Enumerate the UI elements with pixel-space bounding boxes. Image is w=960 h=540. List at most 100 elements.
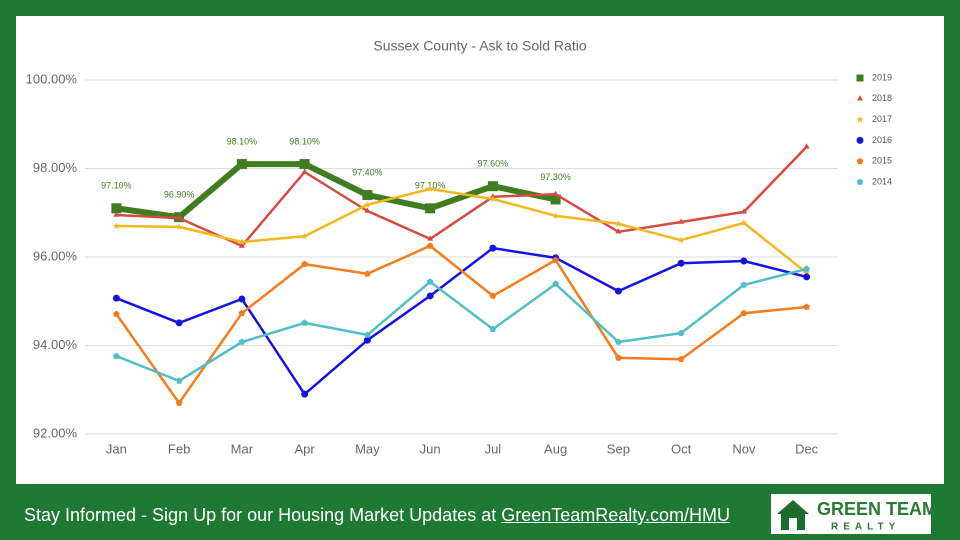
point-marker xyxy=(175,223,183,230)
point-marker xyxy=(615,220,622,227)
point-marker xyxy=(238,338,246,345)
logo-door xyxy=(789,518,797,530)
point-marker xyxy=(363,336,371,344)
point-marker xyxy=(364,270,371,277)
series-line xyxy=(116,145,808,248)
point-marker xyxy=(175,377,183,384)
point-marker xyxy=(803,303,810,310)
point-marker xyxy=(426,278,434,285)
x-tick-label: May xyxy=(355,441,380,456)
point-marker xyxy=(299,159,310,170)
chart: Sussex County - Ask to Sold Ratio 92.00%… xyxy=(26,38,892,457)
point-marker xyxy=(175,319,183,327)
point-marker xyxy=(176,214,183,220)
point-marker xyxy=(803,273,811,281)
point-marker xyxy=(740,219,748,226)
point-marker xyxy=(552,190,559,196)
point-marker xyxy=(552,212,559,219)
x-tick-label: Feb xyxy=(168,441,190,456)
logo: GREEN TEAM REALTY xyxy=(771,494,937,534)
point-marker xyxy=(238,242,245,248)
legend-marker xyxy=(856,157,864,164)
point-marker xyxy=(426,292,434,300)
point-marker xyxy=(236,159,247,170)
point-marker xyxy=(112,294,120,302)
point-marker xyxy=(301,260,308,267)
point-marker xyxy=(677,355,685,362)
logo-house xyxy=(777,500,809,530)
data-label: 97.40% xyxy=(352,167,383,177)
series-line xyxy=(116,187,808,274)
point-marker xyxy=(740,208,747,214)
chart-title: Sussex County - Ask to Sold Ratio xyxy=(373,38,586,54)
x-tick-label: Oct xyxy=(671,441,692,456)
series-line xyxy=(115,244,807,405)
legend-label: 2018 xyxy=(872,93,892,103)
legend-label: 2014 xyxy=(872,176,892,186)
point-marker xyxy=(113,211,120,217)
point-marker xyxy=(238,295,246,303)
data-label: 98.10% xyxy=(227,136,258,146)
point-marker xyxy=(552,280,559,287)
x-tick-label: Jan xyxy=(106,441,127,456)
footer-text: Stay Informed - Sign Up for our Housing … xyxy=(24,505,502,525)
y-tick-label: 94.00% xyxy=(33,337,78,352)
logo-name: GREEN TEAM xyxy=(817,499,931,519)
point-marker xyxy=(301,319,308,326)
point-marker xyxy=(489,325,497,332)
point-marker xyxy=(364,201,371,208)
legend-label: 2015 xyxy=(872,156,892,166)
point-marker xyxy=(238,309,246,316)
data-label: 97.60% xyxy=(478,159,509,169)
footer: Stay Informed - Sign Up for our Housing … xyxy=(24,505,730,526)
point-marker xyxy=(111,203,122,214)
point-marker xyxy=(803,265,810,272)
point-marker xyxy=(615,228,622,234)
y-tick-label: 96.00% xyxy=(33,248,78,263)
point-marker xyxy=(113,222,120,229)
footer-link[interactable]: GreenTeamRealty.com/HMU xyxy=(501,505,730,525)
logo-graphic: GREEN TEAM REALTY xyxy=(777,499,937,533)
point-marker xyxy=(364,331,371,338)
point-marker xyxy=(427,235,434,241)
legend-label: 2016 xyxy=(872,135,892,145)
legend-label: 2017 xyxy=(872,114,892,124)
data-label: 97.30% xyxy=(540,172,571,182)
legend-marker xyxy=(857,95,863,101)
data-label: 96.90% xyxy=(164,190,195,200)
series-line xyxy=(115,267,807,383)
legend-marker xyxy=(856,178,864,185)
point-marker xyxy=(364,207,371,213)
x-tick-label: Jun xyxy=(420,441,441,456)
point-marker xyxy=(113,352,120,359)
point-marker xyxy=(362,190,373,201)
series-line xyxy=(115,161,557,221)
point-marker xyxy=(426,242,434,249)
point-marker xyxy=(113,310,120,317)
chart-panel xyxy=(16,16,944,484)
point-marker xyxy=(301,232,308,239)
x-tick-label: Mar xyxy=(231,441,254,456)
point-marker xyxy=(740,257,748,265)
legend-marker xyxy=(856,136,864,144)
data-label: 98.10% xyxy=(289,136,320,146)
legend-marker xyxy=(856,116,864,123)
point-marker xyxy=(615,338,622,345)
point-marker xyxy=(489,244,497,252)
point-marker xyxy=(677,259,685,267)
point-marker xyxy=(677,329,685,336)
point-marker xyxy=(677,236,685,243)
point-marker xyxy=(740,281,748,288)
y-tick-label: 98.00% xyxy=(33,160,78,175)
x-tick-label: Aug xyxy=(544,441,567,456)
x-tick-label: Jul xyxy=(485,441,502,456)
y-tick-label: 100.00% xyxy=(26,71,78,86)
point-marker xyxy=(678,218,685,224)
point-marker xyxy=(489,292,497,299)
legend-label: 2019 xyxy=(872,72,892,82)
point-marker xyxy=(301,168,308,174)
x-tick-label: Dec xyxy=(795,441,819,456)
point-marker xyxy=(426,185,434,192)
logo-tagline: REALTY xyxy=(831,522,900,533)
